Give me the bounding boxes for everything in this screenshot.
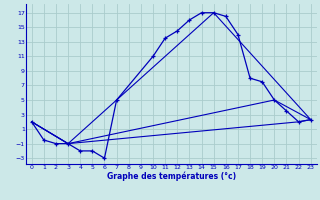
X-axis label: Graphe des températures (°c): Graphe des températures (°c) (107, 171, 236, 181)
